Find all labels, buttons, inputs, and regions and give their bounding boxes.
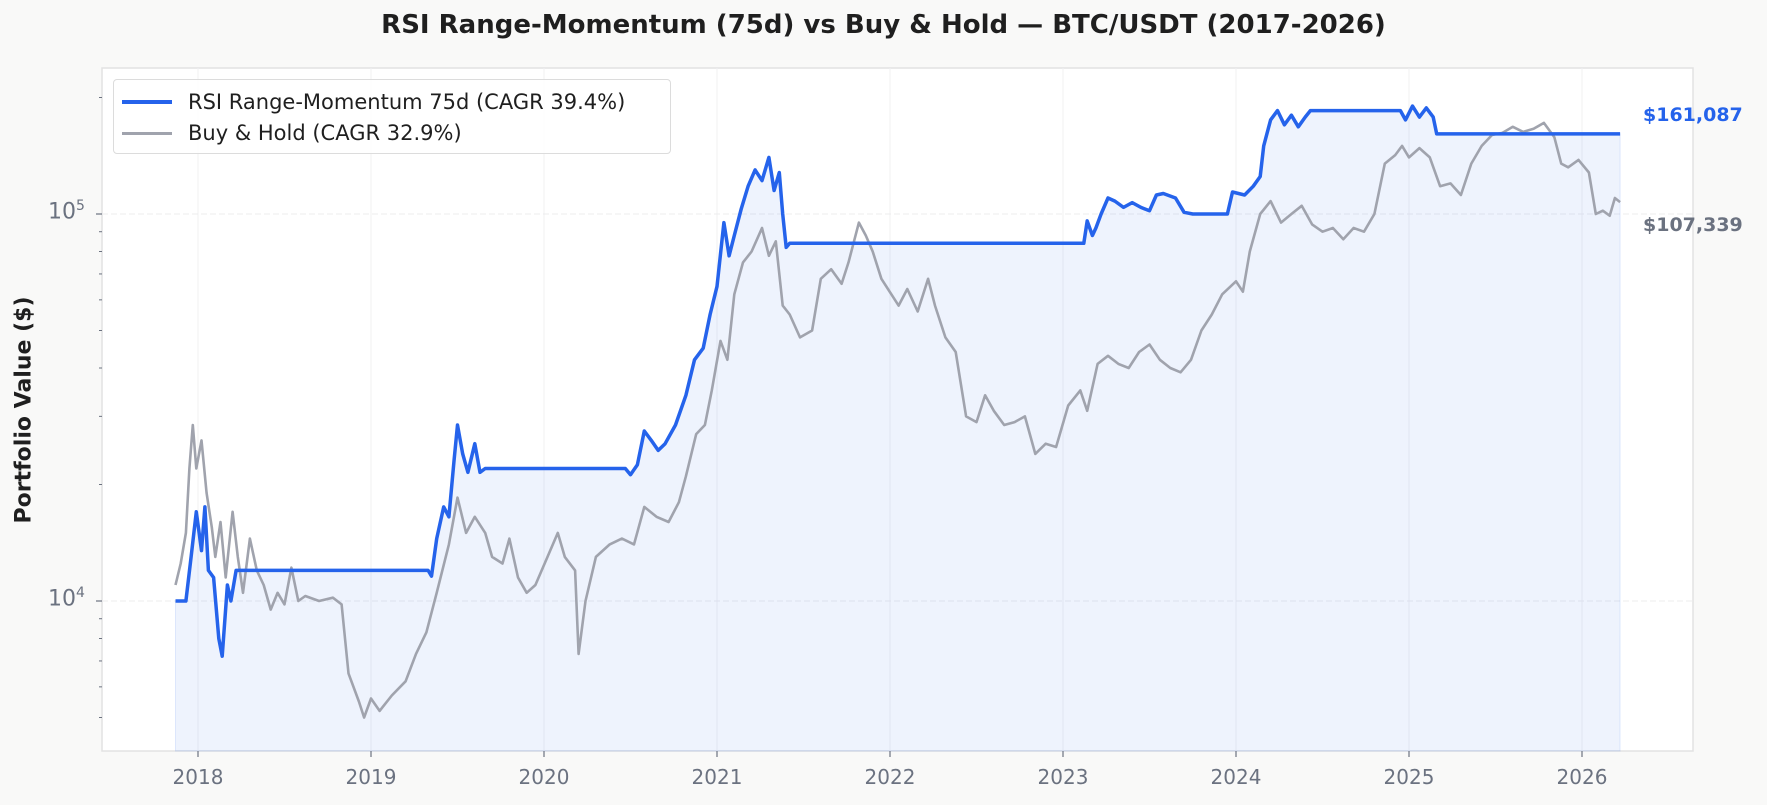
y-axis-label: Portfolio Value ($) (11, 296, 37, 524)
y-tick-10000: 104 (48, 585, 85, 612)
x-tick-2022: 2022 (864, 765, 916, 789)
y-tick-100000: 105 (48, 198, 85, 225)
legend-swatch-buy-hold (122, 131, 172, 135)
x-tick-2026: 2026 (1556, 765, 1608, 789)
series-lines (174, 104, 1621, 719)
x-tick-2024: 2024 (1210, 765, 1262, 789)
x-tick-2018: 2018 (172, 765, 224, 789)
chart-title: RSI Range-Momentum (75d) vs Buy & Hold —… (381, 10, 1386, 40)
strategy-line (175, 104, 1621, 658)
strategy-final-value: $161,087 (1643, 104, 1743, 126)
axis-ticks (96, 97, 1583, 757)
x-tick-2020: 2020 (518, 765, 570, 789)
x-tick-2025: 2025 (1383, 765, 1435, 789)
legend-label-buy-hold: Buy & Hold (CAGR 32.9%) (188, 121, 462, 145)
legend-swatch-strategy (122, 100, 172, 104)
plot-frame (101, 67, 1694, 752)
legend: RSI Range-Momentum 75d (CAGR 39.4%) Buy … (113, 79, 671, 154)
legend-label-strategy: RSI Range-Momentum 75d (CAGR 39.4%) (188, 90, 626, 114)
x-tick-2021: 2021 (691, 765, 743, 789)
x-tick-2023: 2023 (1037, 765, 1089, 789)
legend-item-buy-hold: Buy & Hold (CAGR 32.9%) (122, 118, 462, 148)
legend-item-strategy: RSI Range-Momentum 75d (CAGR 39.4%) (122, 87, 625, 117)
buy-hold-line (174, 121, 1621, 719)
buy-hold-final-value: $107,339 (1643, 214, 1743, 236)
gridlines (102, 68, 1693, 751)
x-tick-2019: 2019 (345, 765, 397, 789)
